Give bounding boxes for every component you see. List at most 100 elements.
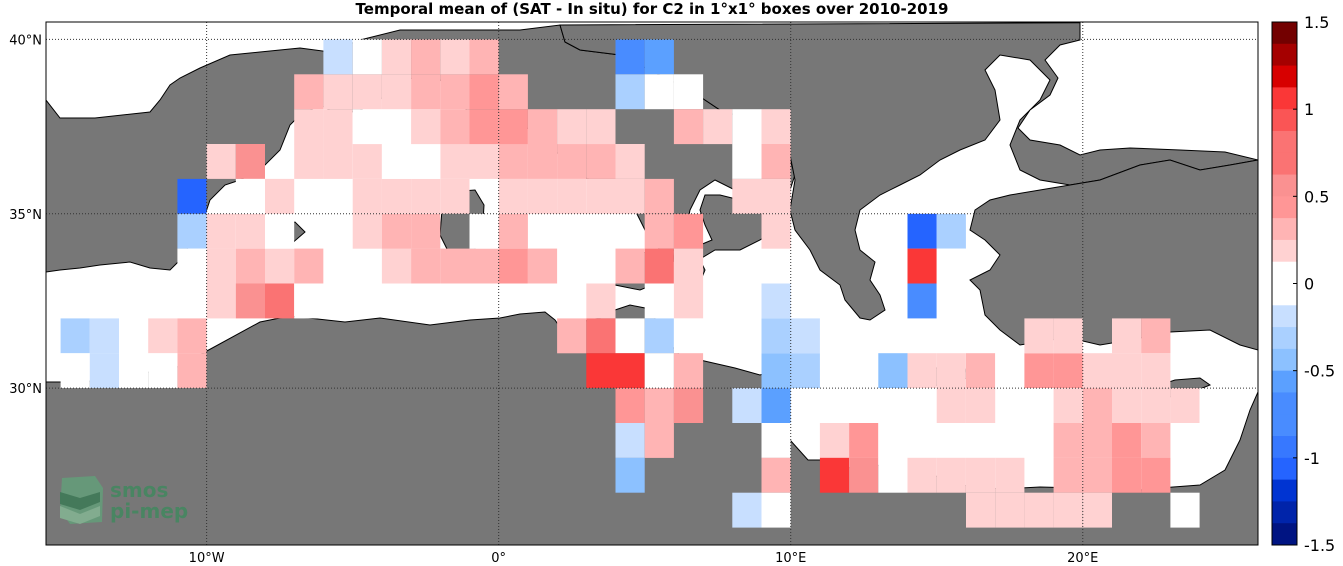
heatmap-cell bbox=[1141, 457, 1171, 493]
heatmap-cell bbox=[878, 388, 908, 423]
heatmap-cell bbox=[469, 248, 499, 284]
heatmap-cell bbox=[381, 39, 412, 75]
heatmap-cell bbox=[89, 353, 119, 389]
colorbar-segment bbox=[1272, 305, 1297, 328]
heatmap-cell bbox=[1112, 353, 1142, 389]
heatmap-cell bbox=[966, 388, 996, 423]
heatmap-cell bbox=[469, 144, 499, 179]
heatmap-cell bbox=[1141, 388, 1171, 423]
heatmap-cell bbox=[673, 353, 704, 389]
heatmap-cell bbox=[615, 423, 645, 458]
heatmap-cell bbox=[177, 178, 207, 214]
heatmap-cell bbox=[235, 213, 265, 249]
heatmap-cell bbox=[761, 318, 791, 354]
heatmap-cell bbox=[498, 74, 528, 110]
heatmap-cell bbox=[265, 248, 295, 284]
latitude-tick-label: 30°N bbox=[9, 382, 42, 397]
heatmap-cell bbox=[966, 353, 996, 389]
heatmap-cell bbox=[644, 178, 674, 214]
heatmap-cell bbox=[206, 144, 236, 179]
map-frame bbox=[45, 21, 1259, 546]
heatmap-cell bbox=[615, 39, 645, 75]
heatmap-cell bbox=[673, 74, 704, 110]
heatmap-cell bbox=[673, 283, 704, 319]
colorbar-segment bbox=[1272, 22, 1297, 45]
colorbar-segment bbox=[1272, 65, 1297, 88]
heatmap-cell bbox=[352, 39, 382, 75]
heatmap-cell bbox=[177, 213, 207, 249]
heatmap-cell bbox=[1112, 318, 1142, 354]
heatmap-cell bbox=[294, 109, 324, 145]
heatmap-cell bbox=[936, 283, 966, 319]
heatmap-cell bbox=[1053, 318, 1083, 354]
heatmap-cell bbox=[440, 74, 470, 110]
heatmap-cell bbox=[586, 178, 616, 214]
graticule bbox=[46, 22, 1258, 545]
heatmap-cell bbox=[1053, 388, 1083, 423]
heatmap-cell bbox=[469, 74, 499, 110]
colorbar-segment bbox=[1272, 370, 1297, 393]
heatmap-cell bbox=[294, 248, 324, 284]
heatmap-cell bbox=[732, 109, 762, 145]
heatmap-cell bbox=[1053, 492, 1083, 528]
heatmap-cell bbox=[1170, 388, 1200, 423]
heatmap-cell bbox=[586, 144, 616, 179]
heatmap-cell bbox=[761, 178, 791, 214]
colorbar-segment bbox=[1272, 152, 1297, 176]
heatmap-cell bbox=[1082, 492, 1112, 528]
heatmap-cell bbox=[615, 457, 645, 493]
heatmap-cell bbox=[177, 248, 207, 284]
heatmap-cell bbox=[761, 144, 791, 179]
heatmap-cell bbox=[644, 388, 674, 423]
heatmap-cell bbox=[907, 248, 937, 284]
heatmap-cell bbox=[265, 178, 295, 214]
heatmap-cell bbox=[469, 109, 499, 145]
heatmap-cell bbox=[615, 144, 645, 179]
heatmap-cell bbox=[119, 353, 149, 389]
colorbar-tick-label: 1.5 bbox=[1304, 13, 1329, 32]
heatmap-cell bbox=[586, 318, 616, 354]
heatmap-cell bbox=[644, 353, 674, 389]
colorbar-segment bbox=[1272, 43, 1297, 67]
heatmap-cell bbox=[1199, 388, 1229, 423]
heatmap-cell bbox=[235, 283, 265, 319]
colorbar-segment bbox=[1272, 174, 1297, 197]
heatmap-cell bbox=[995, 492, 1025, 528]
heatmap-cell bbox=[1053, 423, 1083, 458]
land-northsea-coast bbox=[1017, 22, 1258, 161]
heatmap-cells bbox=[60, 39, 1229, 528]
heatmap-cell bbox=[761, 388, 791, 423]
colorbar-tick-label: 0 bbox=[1304, 275, 1314, 294]
heatmap-cell bbox=[1024, 353, 1054, 389]
smos-logo-icon bbox=[60, 476, 103, 524]
heatmap-cell bbox=[1053, 353, 1083, 389]
map-plot-area bbox=[46, 22, 1258, 545]
heatmap-cell bbox=[323, 74, 353, 110]
heatmap-cell bbox=[381, 109, 412, 145]
heatmap-cell bbox=[995, 353, 1025, 389]
heatmap-cell bbox=[761, 283, 791, 319]
heatmap-cell bbox=[878, 423, 908, 458]
heatmap-cell bbox=[440, 248, 470, 284]
heatmap-cell bbox=[527, 109, 558, 145]
heatmap-cell bbox=[936, 353, 966, 389]
heatmap-cell bbox=[381, 74, 412, 110]
colorbar-segment bbox=[1272, 261, 1297, 284]
heatmap-cell bbox=[411, 39, 441, 75]
heatmap-cell bbox=[89, 318, 119, 354]
heatmap-cell bbox=[557, 144, 587, 179]
heatmap-cell bbox=[761, 213, 791, 249]
colorbar-segment bbox=[1272, 218, 1297, 241]
heatmap-cell bbox=[586, 248, 616, 284]
heatmap-cell bbox=[469, 39, 499, 75]
heatmap-cell bbox=[849, 457, 879, 493]
heatmap-cell bbox=[761, 457, 791, 493]
heatmap-cell bbox=[790, 353, 820, 389]
colorbar-segment bbox=[1272, 327, 1297, 350]
colorbar-segment bbox=[1272, 196, 1297, 219]
colorbar-segment bbox=[1272, 501, 1297, 524]
heatmap-cell bbox=[498, 144, 528, 179]
heatmap-cell bbox=[615, 178, 645, 214]
heatmap-cell bbox=[381, 178, 412, 214]
